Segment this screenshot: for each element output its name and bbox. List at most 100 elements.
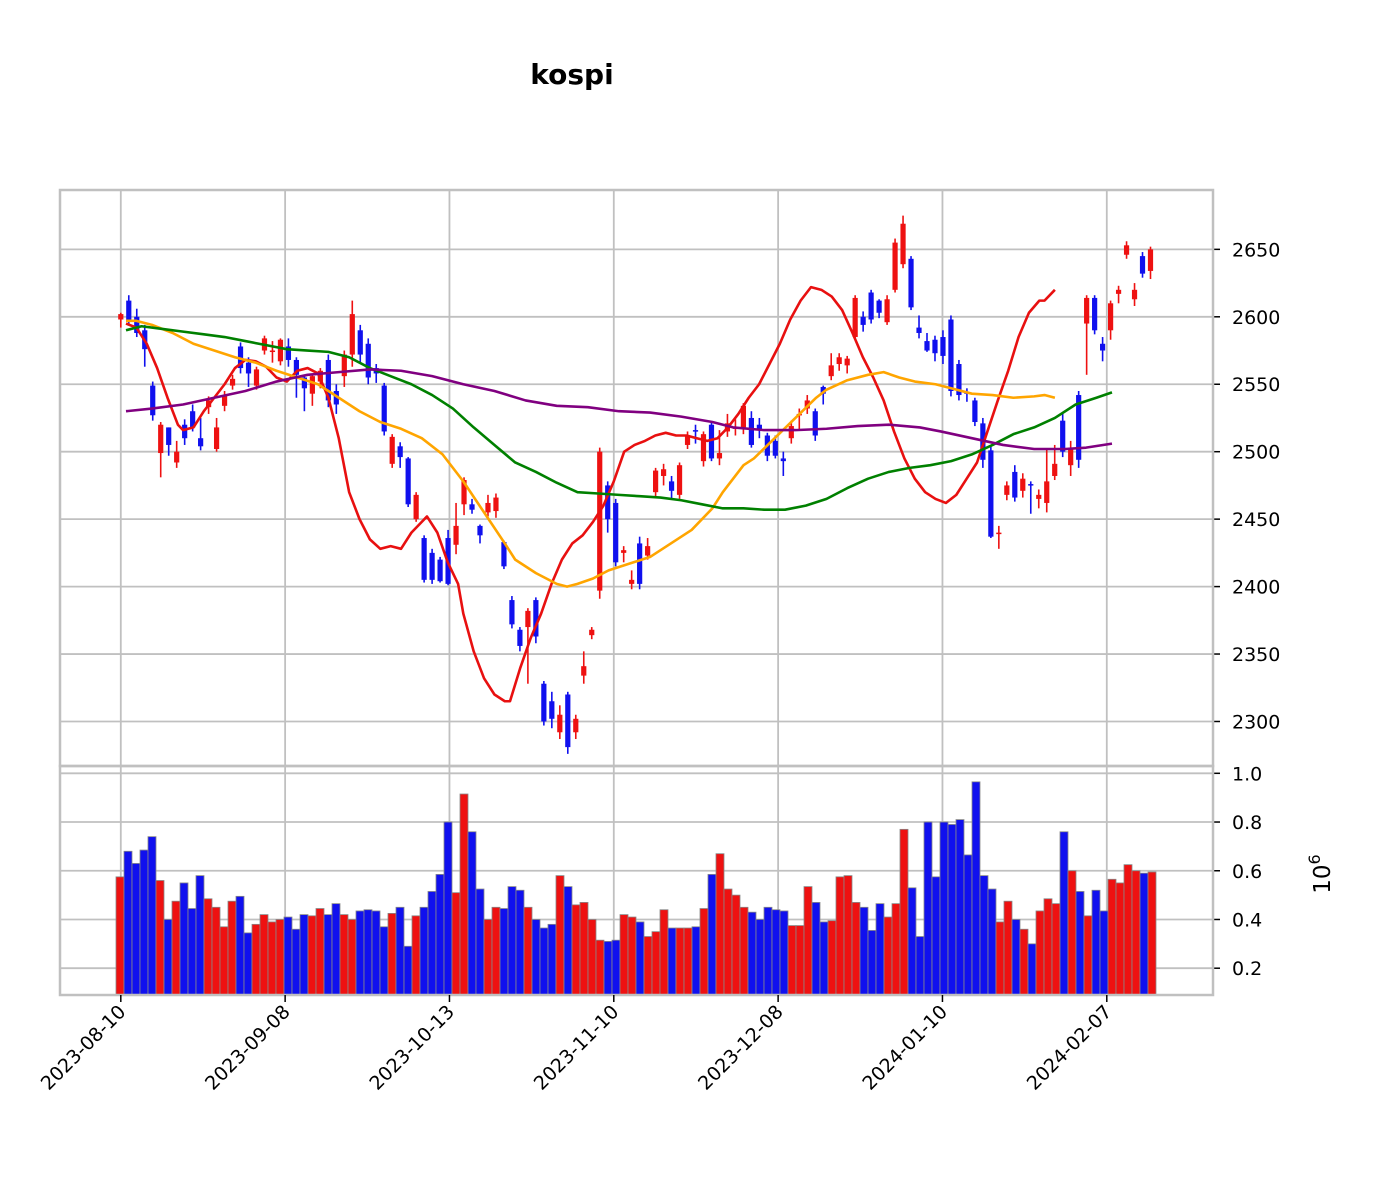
volume-bar: [1075, 891, 1085, 996]
volume-bar: [1027, 943, 1037, 996]
candle-body: [692, 430, 699, 432]
volume-bar: [395, 906, 405, 996]
candle-body: [229, 378, 236, 386]
volume-tick-label: 0.6: [1232, 861, 1262, 883]
volume-bar: [1123, 864, 1133, 996]
volume-bar: [427, 891, 437, 996]
volume-bar: [627, 916, 637, 996]
volume-bar: [939, 821, 949, 996]
candle-body: [1004, 485, 1010, 495]
volume-bar: [243, 932, 253, 996]
volume-bar: [891, 903, 901, 996]
candle-body: [788, 426, 794, 439]
volume-bar: [539, 927, 549, 996]
candle-body: [182, 424, 188, 439]
volume-scale-label: 106: [1305, 854, 1336, 893]
volume-bar: [995, 921, 1005, 996]
candle-body: [413, 494, 419, 520]
volume-bar: [675, 927, 685, 996]
volume-scale-base: 10: [1310, 864, 1336, 893]
candle-body: [1012, 471, 1018, 498]
volume-bar: [491, 906, 501, 996]
volume-bar: [155, 880, 165, 996]
volume-bar: [123, 850, 133, 996]
volume-panel-frame: [58, 764, 1215, 997]
volume-bar: [643, 936, 653, 996]
volume-bar: [515, 889, 525, 996]
volume-bar: [331, 903, 341, 996]
volume-bar: [947, 824, 957, 996]
candle-body: [852, 297, 858, 338]
candle-body: [221, 395, 228, 406]
candle-body: [381, 385, 387, 432]
volume-bar: [267, 921, 277, 996]
price-panel: 2300 2350 2400 2450 2500 2550 2600 2650: [58, 188, 1280, 768]
candle-body: [293, 359, 300, 375]
volume-bar: [683, 927, 693, 996]
candle-body: [756, 424, 762, 431]
ma-line: [125, 285, 1056, 703]
candle-body: [533, 600, 539, 637]
volume-bar: [187, 908, 197, 996]
date-axis: 2023-08-10 2023-09-08 2023-10-13 2023-11-10…: [37, 995, 1117, 1095]
volume-bar: [323, 914, 333, 996]
candle-body: [828, 365, 834, 377]
candle-body: [844, 358, 850, 366]
x-tick-label: 2023-12-08: [694, 1001, 788, 1095]
ma-line: [125, 319, 1056, 588]
volume-bar: [555, 875, 565, 996]
candle-body: [461, 480, 467, 505]
volume-bar: [131, 863, 141, 996]
candle-body: [277, 339, 284, 362]
candle-body: [485, 502, 491, 513]
volume-bar: [1091, 889, 1101, 996]
candle-body: [748, 417, 754, 445]
candle-body: [868, 292, 874, 320]
volume-bar: [875, 903, 885, 996]
volume-bar: [347, 919, 357, 996]
candle-body: [557, 714, 563, 733]
candle-body: [700, 434, 707, 462]
candle-body: [549, 701, 555, 719]
volume-bar: [1035, 910, 1045, 996]
candle-body: [780, 458, 786, 462]
volume-bar: [1011, 919, 1021, 996]
candle-body: [836, 357, 842, 365]
volume-bar: [451, 892, 461, 996]
volume-bar: [379, 926, 389, 996]
volume-bar: [779, 910, 789, 996]
volume-bar: [259, 914, 269, 996]
candle-body: [493, 497, 499, 512]
price-gridlines: [60, 190, 1213, 766]
volume-bar: [1043, 898, 1053, 996]
volume-bar: [659, 909, 669, 996]
volume-bar: [547, 923, 557, 996]
candle-body: [166, 427, 172, 445]
x-tick-label: 2023-08-10: [37, 1001, 131, 1095]
price-tick-label: 2450: [1232, 509, 1280, 531]
volume-bar: [275, 919, 285, 996]
candle-body: [908, 258, 914, 308]
volume-bar: [483, 919, 493, 996]
volume-bar: [1051, 903, 1061, 996]
volume-bar: [363, 909, 373, 996]
candle-body: [301, 377, 307, 389]
volume-bar: [923, 821, 933, 996]
chart-title: kospi: [530, 58, 613, 91]
volume-bar: [795, 925, 805, 996]
candle-body: [509, 600, 515, 625]
volume-bar: [595, 939, 605, 996]
candle-body: [453, 525, 459, 545]
candle-body: [1084, 297, 1090, 324]
volume-bar: [307, 915, 317, 996]
volume-tick-label: 0.8: [1232, 812, 1262, 834]
candle-body: [1107, 303, 1114, 331]
candle-body: [285, 346, 292, 360]
volume-bar: [339, 914, 349, 996]
volume-scale-power: 6: [1305, 854, 1324, 864]
candle-body: [1100, 343, 1106, 351]
x-tick-label: 2024-02-07: [1023, 1001, 1117, 1095]
volume-bar: [803, 886, 813, 996]
volume-bar: [411, 915, 421, 996]
